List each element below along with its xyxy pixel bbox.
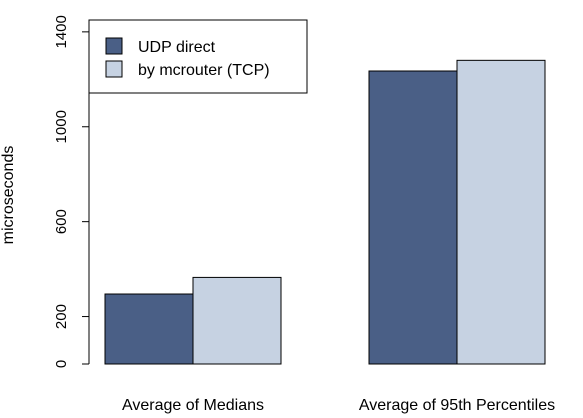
y-axis: 0 200 600 1000 1400: [53, 15, 90, 368]
bar-mcrouter-tcp-1: [456, 59, 546, 365]
legend-box: [88, 19, 308, 94]
y-tick-label: 1000: [53, 110, 70, 143]
y-axis-title: microseconds: [0, 146, 17, 245]
bars-group: [104, 59, 546, 365]
x-axis-labels: Average of Medians Average of 95th Percen…: [122, 397, 555, 414]
y-tick-label: 1400: [53, 15, 70, 48]
bar-udp-direct-0: [104, 293, 194, 365]
x-category-label: Average of Medians: [122, 397, 264, 414]
legend-label: UDP direct: [138, 39, 216, 56]
bar-udp-direct-1: [368, 70, 458, 365]
legend-swatch: [105, 60, 123, 78]
legend-swatch: [105, 37, 123, 55]
y-tick-label: 0: [53, 360, 70, 368]
bar-mcrouter-tcp-0: [192, 276, 282, 365]
x-category-label: Average of 95th Percentiles: [359, 397, 555, 414]
legend: UDP direct by mcrouter (TCP): [88, 19, 308, 94]
legend-label: by mcrouter (TCP): [138, 62, 270, 79]
y-tick-label: 600: [53, 209, 70, 234]
y-tick-label: 200: [53, 304, 70, 329]
